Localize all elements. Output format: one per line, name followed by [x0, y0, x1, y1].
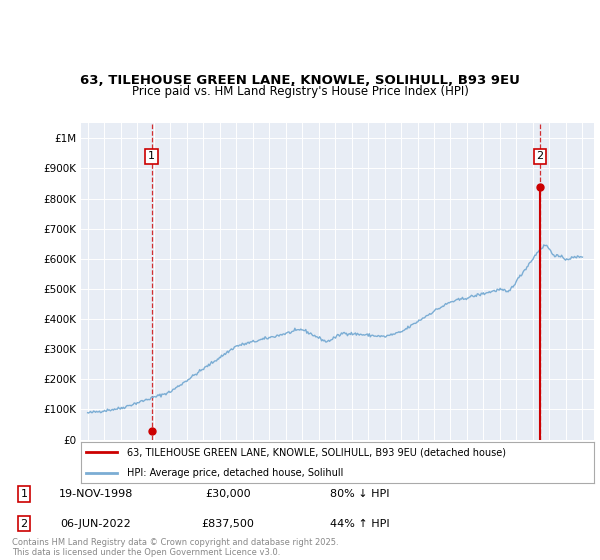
Text: Price paid vs. HM Land Registry's House Price Index (HPI): Price paid vs. HM Land Registry's House … [131, 85, 469, 98]
Text: 1: 1 [20, 489, 28, 499]
Text: 2: 2 [536, 151, 544, 161]
Text: 63, TILEHOUSE GREEN LANE, KNOWLE, SOLIHULL, B93 9EU (detached house): 63, TILEHOUSE GREEN LANE, KNOWLE, SOLIHU… [127, 447, 506, 458]
Text: 44% ↑ HPI: 44% ↑ HPI [330, 519, 390, 529]
Text: 1: 1 [148, 151, 155, 161]
Text: 80% ↓ HPI: 80% ↓ HPI [330, 489, 390, 499]
Text: 19-NOV-1998: 19-NOV-1998 [59, 489, 133, 499]
Text: HPI: Average price, detached house, Solihull: HPI: Average price, detached house, Soli… [127, 468, 344, 478]
Text: 06-JUN-2022: 06-JUN-2022 [61, 519, 131, 529]
Text: 2: 2 [20, 519, 28, 529]
Text: £837,500: £837,500 [202, 519, 254, 529]
Text: 63, TILEHOUSE GREEN LANE, KNOWLE, SOLIHULL, B93 9EU: 63, TILEHOUSE GREEN LANE, KNOWLE, SOLIHU… [80, 74, 520, 87]
Text: £30,000: £30,000 [205, 489, 251, 499]
Text: Contains HM Land Registry data © Crown copyright and database right 2025.
This d: Contains HM Land Registry data © Crown c… [12, 538, 338, 557]
